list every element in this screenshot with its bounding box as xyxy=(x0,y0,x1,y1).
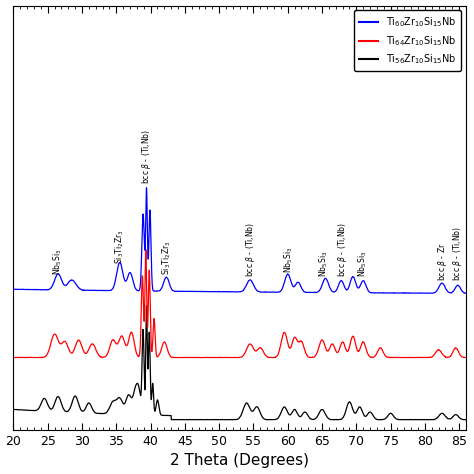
Text: bcc $\beta$ - (Ti,Nb): bcc $\beta$ - (Ti,Nb) xyxy=(336,222,349,277)
Text: Nb$_5$Si$_3$: Nb$_5$Si$_3$ xyxy=(357,250,369,277)
Text: bcc $\beta$ - (Ti,Nb): bcc $\beta$ - (Ti,Nb) xyxy=(451,226,464,281)
Legend: Ti$_{60}$Zr$_{10}$Si$_{15}$Nb, Ti$_{64}$Zr$_{10}$Si$_{15}$Nb, Ti$_{56}$Zr$_{10}$: Ti$_{60}$Zr$_{10}$Si$_{15}$Nb, Ti$_{64}$… xyxy=(354,10,461,71)
Text: Nb$_5$Si$_3$: Nb$_5$Si$_3$ xyxy=(283,246,295,273)
Text: Nb$_5$Si$_3$: Nb$_5$Si$_3$ xyxy=(52,248,64,275)
Text: Si$_3$Ti$_2$Zr$_3$: Si$_3$Ti$_2$Zr$_3$ xyxy=(113,230,126,264)
Text: bcc $\beta$ - (Ti,Nb): bcc $\beta$ - (Ti,Nb) xyxy=(244,222,256,277)
Text: bcc $\beta$ - Zr: bcc $\beta$ - Zr xyxy=(436,242,448,281)
Text: Si$_3$Ti$_2$Zr$_3$: Si$_3$Ti$_2$Zr$_3$ xyxy=(160,240,173,275)
Text: bcc $\beta$ - (Ti,Nb): bcc $\beta$ - (Ti,Nb) xyxy=(140,128,153,183)
X-axis label: 2 Theta (Degrees): 2 Theta (Degrees) xyxy=(170,454,309,468)
Text: Nb$_5$Si$_3$: Nb$_5$Si$_3$ xyxy=(317,250,329,277)
